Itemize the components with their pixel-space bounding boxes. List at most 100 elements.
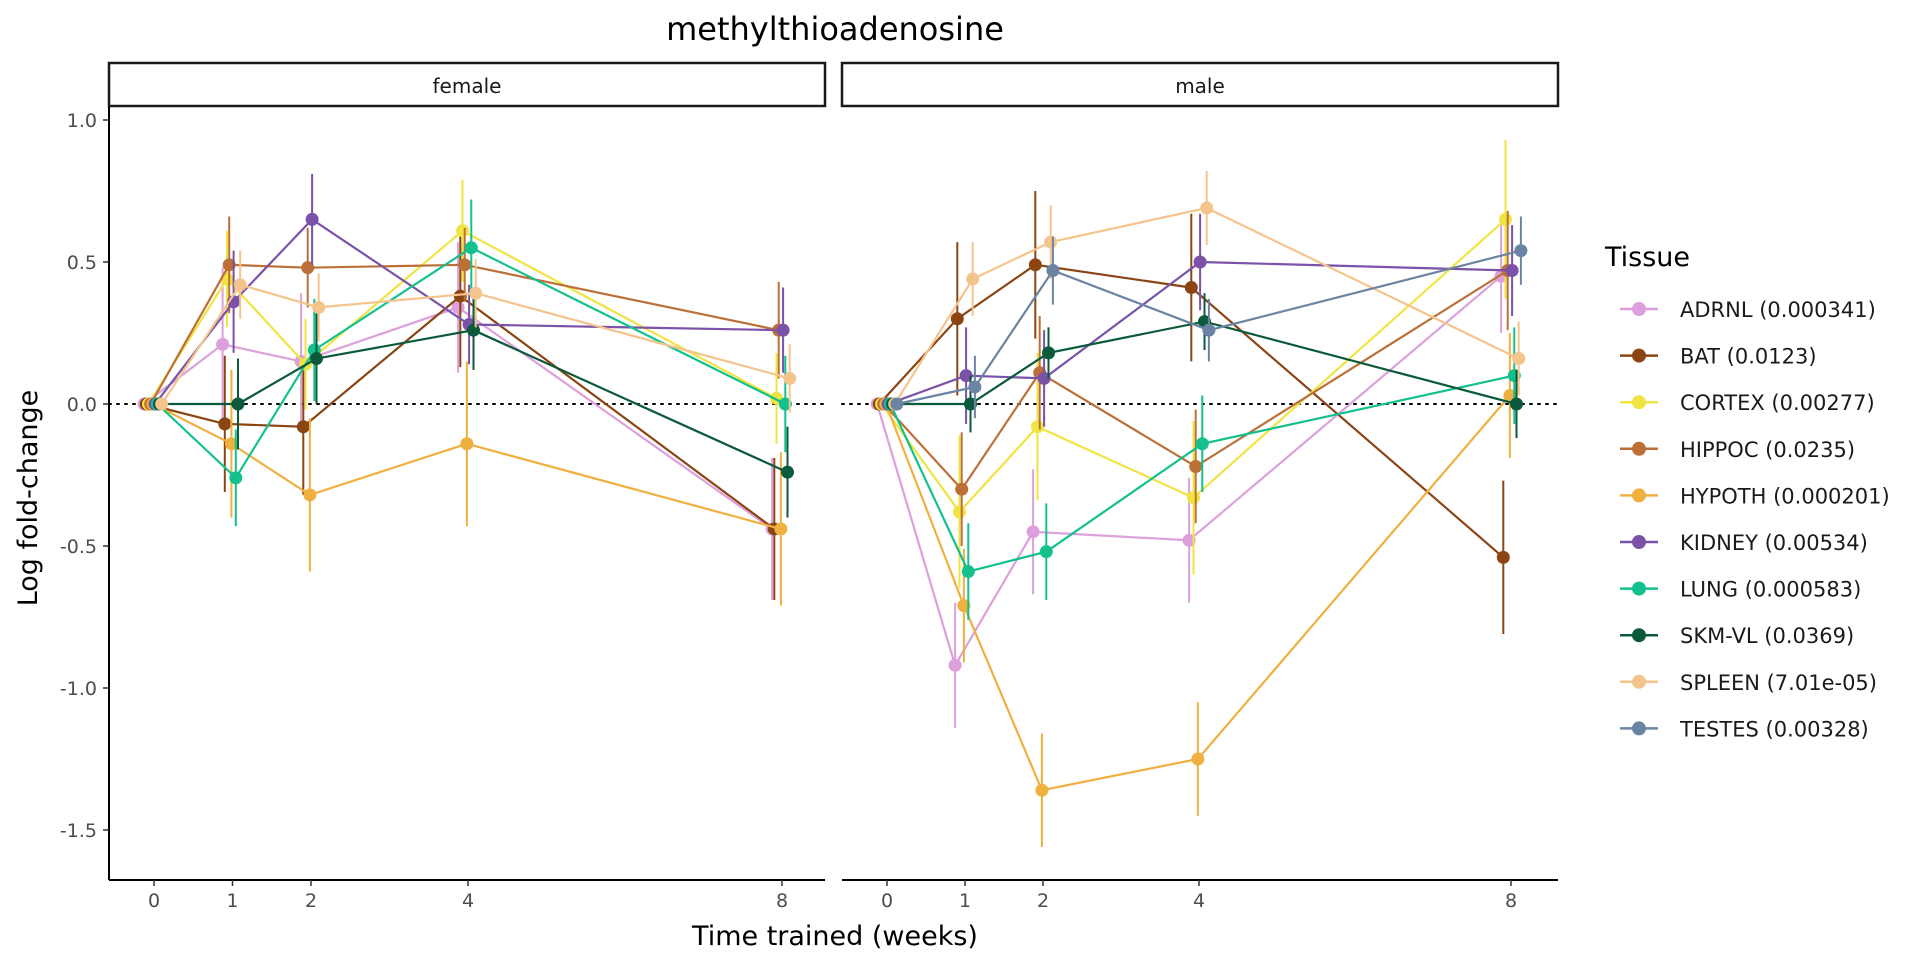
data-point <box>781 465 794 479</box>
data-point <box>968 380 982 394</box>
data-point <box>460 437 474 451</box>
data-point <box>464 241 478 255</box>
y-tick-label: -1.0 <box>60 678 97 700</box>
data-point <box>774 522 788 536</box>
data-point <box>301 261 315 275</box>
legend-item: LUNG (0.000583) <box>1620 578 1861 602</box>
legend-label: HYPOTH (0.000201) <box>1680 484 1890 508</box>
data-point <box>1182 533 1196 547</box>
legend-item: SPLEEN (7.01e-05) <box>1620 671 1877 695</box>
x-tick-label: 8 <box>1505 890 1517 912</box>
legend-key-point <box>1632 395 1646 410</box>
data-point <box>312 300 326 314</box>
data-point <box>1044 235 1058 249</box>
data-point <box>451 300 465 314</box>
series-testes <box>890 216 1528 419</box>
y-tick-label: -0.5 <box>60 536 97 558</box>
legend: Tissue ADRNL (0.000341) BAT (0.0123) CORTE… <box>1604 242 1890 741</box>
data-point <box>1200 201 1214 215</box>
data-point <box>1028 258 1042 272</box>
data-point <box>218 417 232 431</box>
panel-female: female 1.0 0.5 0.0 -0.5 -1.0 -1.5 0 1 2 4 8 <box>60 61 827 912</box>
data-point <box>1202 323 1216 337</box>
legend-key-point <box>1632 302 1646 316</box>
legend-key-point <box>1632 628 1646 643</box>
legend-label: HIPPOC (0.0235) <box>1680 438 1855 462</box>
data-point <box>1496 550 1510 564</box>
strip-box <box>840 61 1560 108</box>
y-tick-label: 0.0 <box>67 394 97 416</box>
data-point <box>1046 264 1060 278</box>
data-point <box>305 212 319 226</box>
data-point <box>458 258 472 272</box>
data-point <box>303 488 317 502</box>
panel-male: male 0 1 2 4 8 <box>840 61 1560 912</box>
data-point <box>964 397 977 411</box>
data-point <box>233 278 247 292</box>
legend-item: HYPOTH (0.000201) <box>1620 484 1890 508</box>
x-tick-label: 4 <box>1193 890 1205 912</box>
chart-title: methylthioadenosine <box>666 10 1004 48</box>
data-point <box>966 272 980 286</box>
x-tick-label: 0 <box>148 890 160 912</box>
series-hypoth <box>146 361 788 606</box>
series-skm-vl <box>886 293 1523 439</box>
x-tick-label: 8 <box>776 890 788 912</box>
data-point <box>229 471 243 485</box>
legend-key-point <box>1632 581 1646 596</box>
data-point <box>453 289 467 303</box>
x-tick-label: 2 <box>1037 890 1049 912</box>
data-point <box>220 272 234 286</box>
legend-item: ADRNL (0.000341) <box>1620 298 1876 322</box>
data-point <box>456 224 469 238</box>
legend-item: BAT (0.0123) <box>1620 345 1817 369</box>
legend-key-point <box>1632 348 1646 363</box>
data-point <box>1189 459 1203 473</box>
data-point <box>216 337 230 351</box>
data-point <box>961 565 975 579</box>
x-tick-label: 4 <box>462 890 474 912</box>
legend-key-point <box>1632 674 1646 689</box>
data-point <box>155 397 169 411</box>
data-point <box>469 286 483 300</box>
legend-label: BAT (0.0123) <box>1680 345 1817 369</box>
legend-key-point <box>1632 535 1646 549</box>
data-point <box>1035 783 1049 797</box>
legend-item: CORTEX (0.00277) <box>1620 391 1875 415</box>
data-point <box>1514 244 1528 258</box>
y-tick-label: -1.5 <box>60 820 97 842</box>
series-cortex <box>875 139 1512 589</box>
data-point <box>957 599 971 613</box>
data-point <box>955 482 969 496</box>
x-tick-label: 1 <box>959 890 971 912</box>
strip-label: female <box>433 74 502 98</box>
data-point <box>1499 212 1512 226</box>
x-axis-title: Time trained (weeks) <box>691 921 978 952</box>
legend-item: HIPPOC (0.0235) <box>1620 438 1855 462</box>
x-tick-label: 2 <box>305 890 317 912</box>
legend-item: KIDNEY (0.00534) <box>1620 531 1868 555</box>
data-point <box>1510 397 1523 411</box>
legend-item: TESTES (0.00328) <box>1620 717 1869 741</box>
series-kidney <box>148 173 790 411</box>
legend-label: SKM-VL (0.0369) <box>1680 624 1854 648</box>
data-point <box>296 420 310 434</box>
strip-label: male <box>1175 74 1225 98</box>
y-tick-label: 1.0 <box>67 110 97 132</box>
facet-panels: female 1.0 0.5 0.0 -0.5 -1.0 -1.5 0 1 2 4 8 male 0 1 2 4… <box>60 61 1560 912</box>
data-point <box>1042 346 1055 360</box>
data-point <box>1191 752 1205 766</box>
legend-label: LUNG (0.000583) <box>1680 578 1861 602</box>
data-point <box>948 658 962 672</box>
data-point <box>310 352 323 366</box>
data-point <box>231 397 245 411</box>
data-point <box>1184 281 1198 295</box>
series-lung <box>150 199 792 527</box>
data-point <box>1507 369 1521 383</box>
y-tick-label: 0.5 <box>67 252 97 274</box>
data-point <box>776 323 790 337</box>
data-point <box>1195 437 1209 451</box>
data-point <box>224 437 238 451</box>
data-point <box>783 371 797 385</box>
